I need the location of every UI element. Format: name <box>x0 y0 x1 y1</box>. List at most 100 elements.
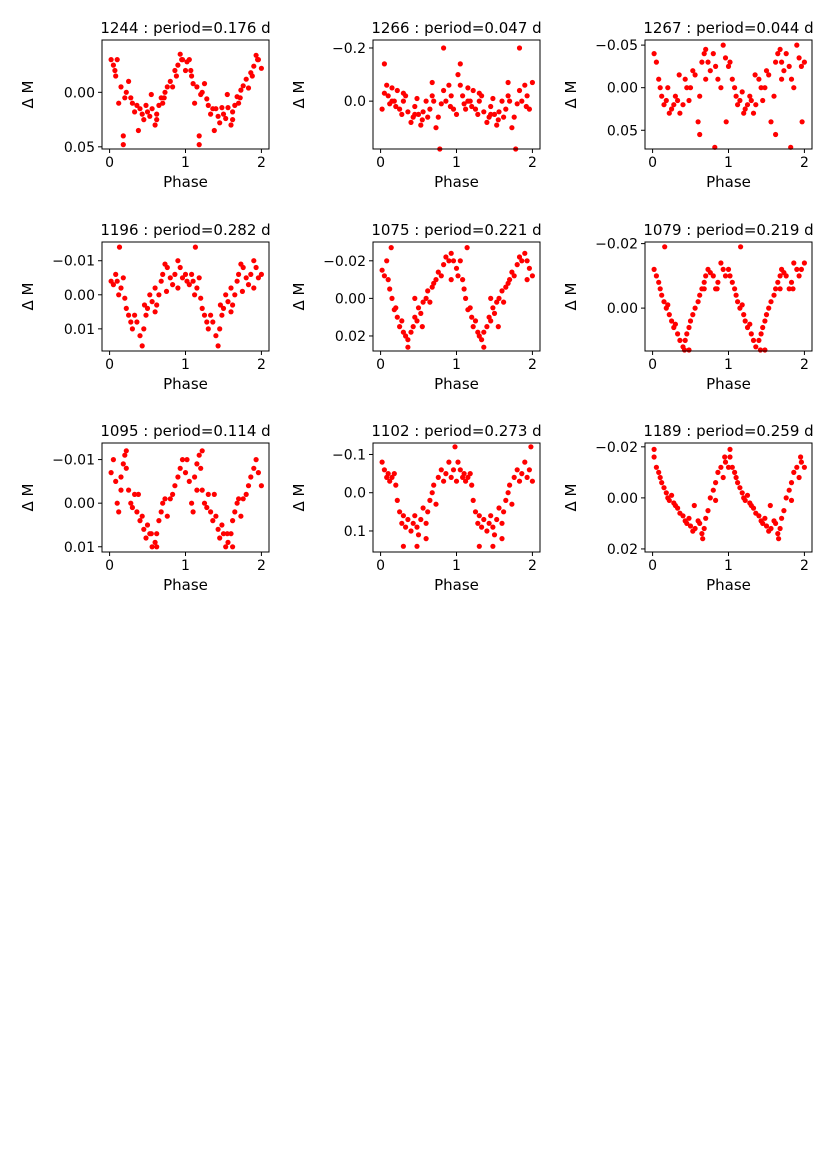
data-point <box>237 95 243 101</box>
data-point <box>230 302 236 308</box>
data-point <box>713 480 719 486</box>
data-point <box>733 93 739 99</box>
subplot-title: 1244 : period=0.176 d <box>100 19 270 37</box>
data-point <box>215 343 221 349</box>
data-point <box>503 497 509 503</box>
data-point <box>511 114 517 120</box>
data-point <box>152 122 158 128</box>
x-tick-label: 0 <box>105 558 114 574</box>
data-point <box>733 474 739 481</box>
data-point <box>215 526 221 532</box>
data-point <box>479 524 485 530</box>
data-point <box>384 258 390 264</box>
data-point <box>491 111 498 117</box>
data-point <box>223 544 229 550</box>
data-point <box>192 244 198 250</box>
subplot-2: 1267 : period=0.044 d 0 1 2 −0.05 0.00 0.05 Pha… <box>562 19 814 191</box>
x-axis-label: Phase <box>706 576 751 594</box>
x-tick-label: 1 <box>181 558 190 574</box>
data-point <box>192 292 198 298</box>
data-point <box>194 84 200 90</box>
data-point <box>777 525 783 532</box>
data-point <box>415 532 422 538</box>
data-point <box>189 73 195 79</box>
data-point <box>394 497 400 503</box>
data-point <box>653 59 660 65</box>
data-point <box>379 267 385 273</box>
data-point <box>414 95 420 102</box>
data-point <box>791 85 797 91</box>
data-point <box>186 478 192 484</box>
data-point <box>255 275 261 281</box>
data-point <box>427 106 433 112</box>
data-point <box>715 469 721 475</box>
data-point <box>208 312 214 318</box>
data-point <box>699 59 705 65</box>
x-tick-label: 0 <box>648 558 657 574</box>
data-point <box>408 329 414 335</box>
data-point <box>179 57 185 63</box>
data-point <box>732 469 738 475</box>
axes-frame <box>644 241 813 352</box>
data-point <box>656 279 662 285</box>
data-point <box>768 119 774 125</box>
data-point <box>120 142 126 148</box>
data-point <box>786 63 792 69</box>
data-point <box>529 273 536 279</box>
y-tick-label: −0.1 <box>332 447 366 463</box>
data-point <box>427 497 433 503</box>
x-tick-label: 0 <box>376 155 385 171</box>
data-point <box>781 68 787 74</box>
data-point <box>123 465 129 471</box>
data-point <box>801 260 808 266</box>
y-tick-label: 0.05 <box>607 123 638 139</box>
data-point <box>720 474 726 481</box>
data-point <box>400 543 406 549</box>
data-point <box>450 258 457 264</box>
data-point <box>232 102 238 108</box>
data-point <box>514 101 520 107</box>
scatter-points <box>379 444 536 549</box>
data-point <box>425 114 431 120</box>
data-point <box>783 495 789 501</box>
data-point <box>690 68 696 74</box>
data-point <box>750 110 757 116</box>
data-point <box>659 93 665 99</box>
data-point <box>258 483 264 489</box>
data-point <box>453 111 460 117</box>
data-point <box>122 295 128 301</box>
data-point <box>175 474 181 480</box>
data-point <box>729 76 735 82</box>
data-point <box>438 101 444 107</box>
data-point <box>228 309 234 315</box>
data-point <box>172 483 178 489</box>
data-point <box>707 270 713 276</box>
data-point <box>435 114 441 120</box>
y-tick-label: 0.00 <box>64 288 95 304</box>
data-point <box>741 312 747 318</box>
data-point <box>110 62 116 68</box>
data-point <box>204 96 210 102</box>
data-point <box>415 305 422 311</box>
data-point <box>162 89 168 95</box>
data-point <box>463 478 469 484</box>
data-point <box>389 295 395 301</box>
data-point <box>248 271 254 277</box>
data-point <box>503 284 509 290</box>
data-point <box>234 500 240 506</box>
data-point <box>164 264 170 271</box>
data-point <box>735 102 741 108</box>
data-point <box>461 101 467 107</box>
data-point <box>249 73 255 79</box>
data-point <box>415 111 422 117</box>
data-point <box>132 491 138 497</box>
axes-frame <box>372 442 541 553</box>
data-point <box>141 326 147 332</box>
data-point <box>414 543 420 549</box>
data-point <box>503 106 509 112</box>
data-point <box>798 63 805 69</box>
data-point <box>152 309 158 315</box>
data-point <box>208 111 214 117</box>
data-point <box>219 105 225 111</box>
data-point <box>675 505 681 511</box>
